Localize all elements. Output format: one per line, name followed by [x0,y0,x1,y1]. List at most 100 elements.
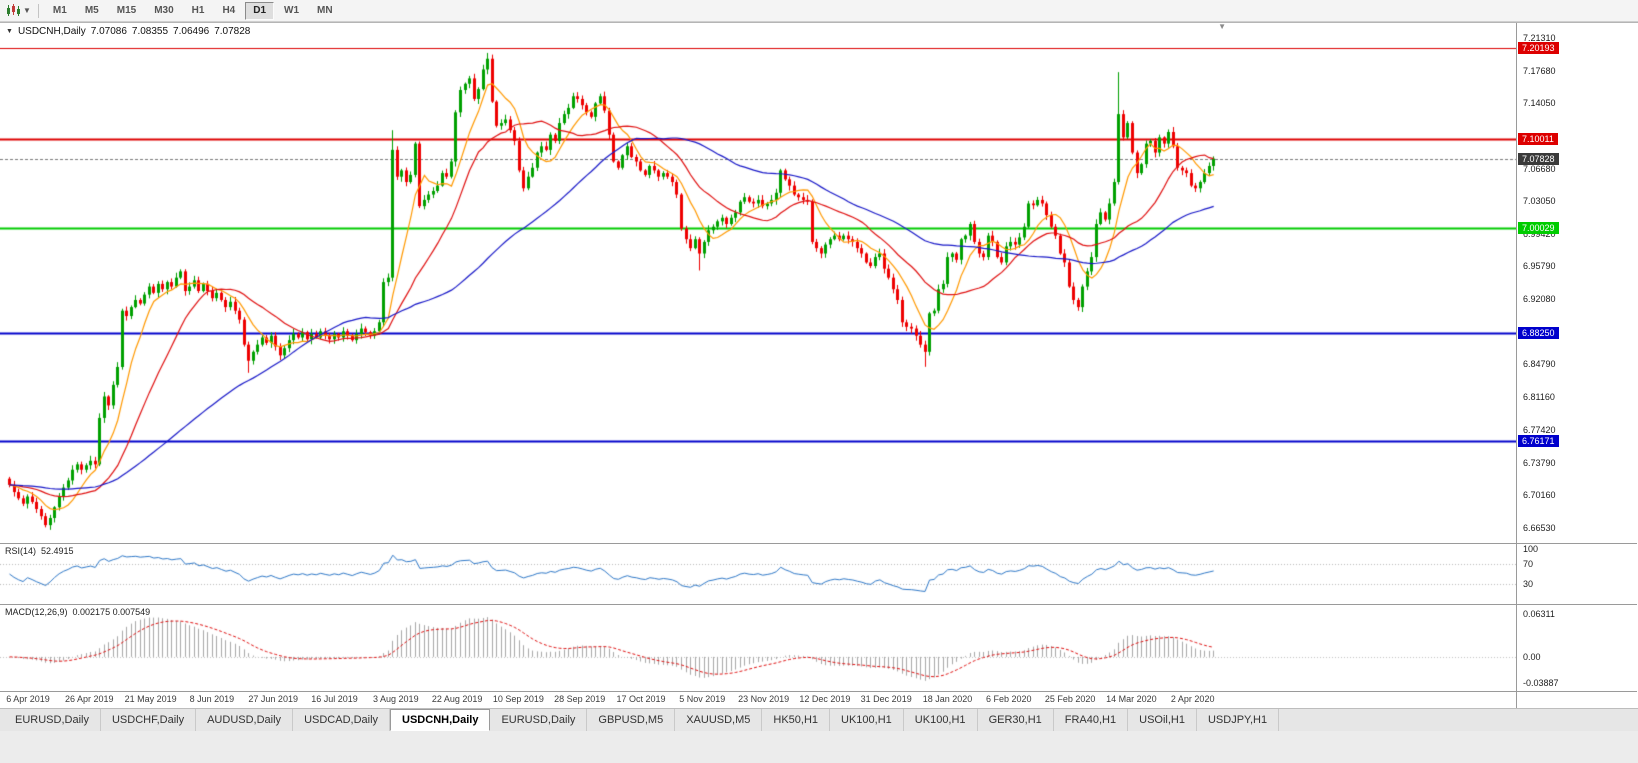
timeframe-h4[interactable]: H4 [222,4,236,16]
price-tick: 6.84790 [1523,359,1556,370]
timeframe-m1[interactable]: M1 [52,4,67,16]
timeframe-m30[interactable]: M30 [154,4,174,16]
chart-area: ▼ USDCNH,Daily 7.07086 7.08355 7.06496 7… [0,22,1638,708]
date-label: 22 Aug 2019 [431,694,483,704]
tab-eurusd-daily[interactable]: EURUSD,Daily [490,709,588,731]
price-tick: 7.14050 [1523,97,1556,108]
date-label: 28 Sep 2019 [554,694,606,704]
price-tick: 6.70160 [1523,490,1556,501]
tab-audusd-da-ily[interactable]: AUDUSD,Da­ily [196,709,294,731]
rsi-canvas[interactable] [0,544,1516,604]
dropdown-caret-icon[interactable]: ▼ [23,6,31,15]
date-label: 8 Jun 2019 [189,694,235,704]
macd-panel: MACD(12,26,9) 0.002175 0.007549 [0,605,1516,692]
level-price-badge: 7.00029 [1518,222,1559,235]
macd-scale-tick: 0.06311 [1523,608,1555,619]
chart-type-icon[interactable] [5,4,21,18]
date-label: 27 Jun 2019 [248,694,298,704]
price-tick: 7.03050 [1523,196,1556,207]
macd-canvas[interactable] [0,605,1516,691]
timeframe-m15[interactable]: M15 [116,4,137,16]
price-tick: 7.17680 [1523,65,1556,76]
high-value: 7.08355 [131,26,169,37]
price-tick: 7.06680 [1523,163,1556,174]
date-label: 26 Apr 2019 [65,694,114,704]
current-price-badge: 7.07828 [1518,152,1559,165]
macd-scale-tick: -0.03887 [1523,678,1559,689]
price-scale-main: 7.213107.176807.140507.066807.030506.994… [1517,23,1637,544]
date-label: 10 Sep 2019 [492,694,544,704]
rsi-name: RSI(14) [5,546,37,556]
toolbar: ▼ M1 M5 M15 M30 H1 H4 D1 W1 MN [0,0,1638,22]
price-tick: 6.95790 [1523,261,1556,272]
low-value: 7.06496 [173,26,210,37]
tab-hk50-h1[interactable]: HK50,H1 [762,709,831,731]
price-scale-macd: 0.06311 0.00 -0.03887 [1517,605,1637,692]
tab-uk100-h1[interactable]: UK100,H1 [830,709,904,731]
timeframe-bar: M1 M5 M15 M30 H1 H4 D1 W1 MN [44,1,342,20]
price-scale-corner [1517,692,1637,708]
one-click-trading-arrow[interactable]: ▼ [6,28,13,35]
price-tick: 6.81160 [1523,391,1555,402]
price-scale-rsi: 100 70 30 [1517,544,1637,605]
tab-usdcad-daily[interactable]: USDCAD,Daily [293,709,391,731]
chart-shift-marker[interactable]: ▼ [1218,22,1227,31]
date-label: 21 May 2019 [124,694,177,704]
tab-xauusd-m5[interactable]: XAUUSD,M5 [675,709,763,731]
macd-label: MACD(12,26,9) 0.002175 0.007549 [5,607,150,617]
level-price-badge: 7.20193 [1518,42,1559,55]
price-tick: 6.92080 [1523,294,1556,305]
tab-fra40-h1[interactable]: FRA40,H1 [1053,709,1129,731]
timeframe-h1[interactable]: H1 [191,4,205,16]
macd-values: 0.002175 0.007549 [72,607,151,617]
rsi-scale-tick: 70 [1523,559,1534,569]
open-value: 7.07086 [90,26,127,37]
tab-usdjpy-h1[interactable]: USDJPY,H1 [1196,709,1280,731]
date-label: 6 Apr 2019 [6,694,50,704]
tab-usdcnh-daily[interactable]: USDCNH,Daily [390,709,491,731]
price-tick: 6.77420 [1523,425,1556,436]
tab-usdchf-daily[interactable]: USDCHF,Daily [100,709,197,731]
price-chart-canvas[interactable] [0,23,1516,543]
rsi-scale-tick: 30 [1523,579,1534,589]
time-axis[interactable]: 6 Apr 2019 26 Apr 2019 21 May 2019 8 Jun 20… [0,692,1516,708]
macd-scale-tick: 0.00 [1523,651,1541,662]
level-price-badge: 7.10011 [1518,133,1558,146]
timeframe-mn[interactable]: MN [317,4,333,16]
toolbar-separator [37,3,39,18]
level-price-badge: 6.76171 [1518,435,1559,448]
price-scale[interactable]: 7.213107.176807.140507.066807.030506.994… [1517,23,1637,708]
timeframe-d1[interactable]: D1 [245,1,275,20]
rsi-scale-tick: 100 [1523,544,1539,554]
level-price-badge: 6.88250 [1518,327,1559,340]
date-label: 3 Aug 2019 [373,694,419,704]
price-tick: 6.66530 [1523,522,1556,533]
symbol-period-label: USDCNH,Daily [17,26,86,37]
timeframe-m5[interactable]: M5 [84,4,99,16]
macd-name: MACD(12,26,9) [5,607,68,617]
date-label: 16 Jul 2019 [311,694,358,704]
tab-usoil-h1[interactable]: USOil,H1 [1128,709,1197,731]
date-label: 5 Nov 2019 [679,694,726,704]
date-label: 6 Feb 2020 [986,694,1032,704]
tab-gbpusd-m5[interactable]: GBPUSD,M5 [587,709,676,731]
date-label: 23 Nov 2019 [738,694,790,704]
date-label: 31 Dec 2019 [860,694,912,704]
date-label: 14 Mar 2020 [1106,694,1157,704]
price-tick: 7.21310 [1523,33,1556,44]
rsi-value: 52.4915 [41,546,74,556]
tab-eurusd-daily[interactable]: EURUSD,Daily [4,709,101,731]
timeframe-w1[interactable]: W1 [284,4,300,16]
date-label: 2 Apr 2020 [1170,694,1215,704]
date-label: 18 Jan 2020 [922,694,973,704]
price-tick: 6.73790 [1523,457,1556,468]
tab-ger30-h1[interactable]: GER30,H1 [977,709,1054,731]
candlestick-glyph [7,4,20,16]
tab-uk100-h1[interactable]: UK100,H1 [903,709,978,731]
date-label: 17 Oct 2019 [616,694,666,704]
chart-title: ▼ USDCNH,Daily 7.07086 7.08355 7.06496 7… [6,26,250,37]
chart-tabs: EURUSD,Daily USDCHF,Daily AUDUSD,Da­ily USD… [0,708,1638,731]
rsi-panel: RSI(14) 52.4915 [0,544,1516,605]
window-background [0,731,1638,763]
